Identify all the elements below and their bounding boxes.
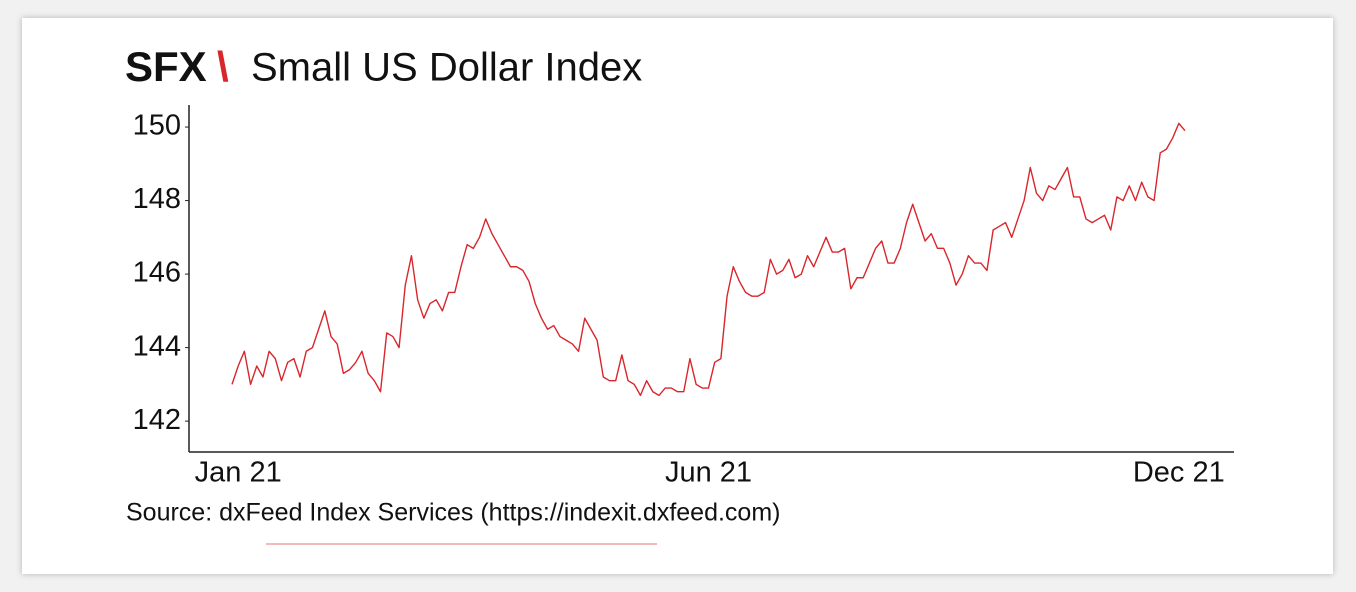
source-note: Source: dxFeed Index Services (https://i… [126, 499, 780, 527]
y-tick-label: 142 [133, 404, 181, 436]
x-tick-label: Jan 21 [195, 457, 282, 489]
y-tick-label: 150 [133, 110, 181, 142]
title-code: SFX [125, 43, 207, 90]
y-tick-label: 144 [133, 330, 181, 362]
y-tick-label: 148 [133, 183, 181, 215]
card [22, 18, 1333, 574]
chart-title: Small US Dollar Index [251, 46, 642, 90]
x-tick-label: Jun 21 [665, 457, 752, 489]
title-separator: \ [217, 43, 229, 90]
y-tick-label: 146 [133, 257, 181, 289]
line-series [231, 122, 1186, 397]
x-tick-label: Dec 21 [1133, 457, 1225, 489]
